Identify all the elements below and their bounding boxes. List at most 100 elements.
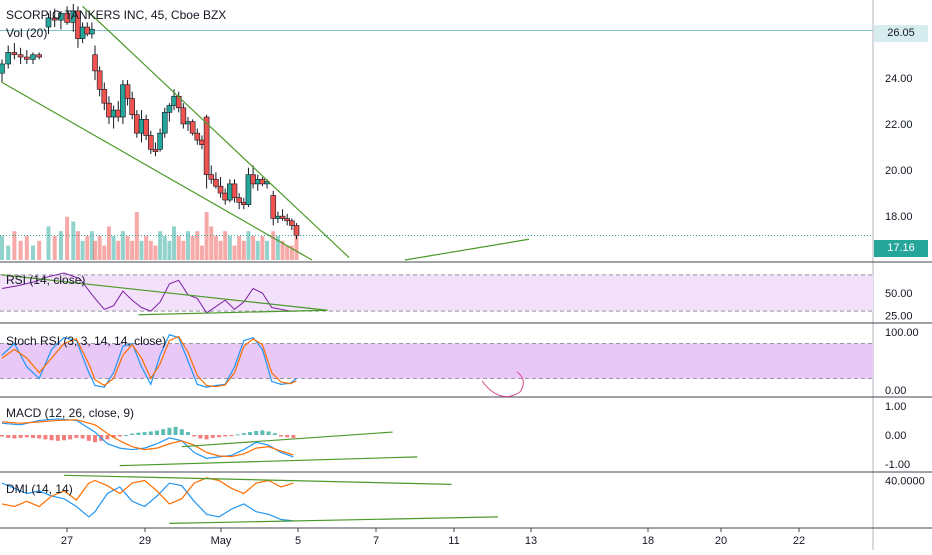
candle-body (79, 26, 86, 39)
stoch-annotation-curve (481, 371, 524, 398)
macd-axis-tick: 1.00 (885, 401, 906, 413)
volume-legend[interactable]: Vol (20) (6, 26, 48, 40)
macd-histogram-bar (192, 435, 197, 437)
candle-body (166, 105, 173, 113)
volume-bar (65, 216, 70, 260)
volume-bar (218, 240, 223, 260)
volume-bar (167, 240, 172, 260)
candle-body (194, 132, 201, 141)
volume-bar (213, 236, 218, 260)
rsi-legend[interactable]: RSI (14, close) (6, 273, 86, 287)
volume-bar (204, 212, 209, 260)
volume-bar (275, 236, 280, 260)
price-trend-line (82, 5, 350, 259)
macd-histogram-bar (37, 435, 42, 439)
macd-histogram-bar (229, 435, 234, 436)
candle-body (96, 70, 103, 90)
volume-bar (186, 231, 190, 260)
volume-bar (241, 240, 246, 260)
candle-body (106, 102, 112, 118)
macd-axis-tick: -1.00 (885, 459, 910, 471)
price-axis-tick: 22.00 (885, 119, 913, 131)
volume-bar (31, 245, 35, 260)
macd-histogram-bar (279, 435, 283, 437)
volume-bar (125, 236, 130, 260)
macd-histogram-bar (43, 435, 48, 440)
symbol-legend[interactable]: SCORPIO TANKERS INC, 45, Cboe BZX (6, 8, 227, 22)
macd-histogram-bar (117, 435, 122, 437)
volume-bar (294, 236, 299, 260)
volume-bar (58, 231, 63, 260)
macd-histogram-bar (31, 435, 35, 438)
macd-histogram-bar (93, 435, 97, 443)
time-axis-label: 7 (373, 535, 379, 547)
macd-histogram-bar (68, 435, 73, 440)
macd-histogram-bar (105, 435, 110, 440)
macd-histogram-bar (12, 435, 17, 439)
time-axis-label: 18 (642, 535, 654, 547)
macd-histogram-bar (49, 435, 54, 441)
macd-histogram-bar (74, 435, 79, 438)
candle-body (51, 17, 58, 21)
last-price-label: 17.16 (874, 240, 928, 257)
stoch-d-line (1, 335, 297, 388)
volume-bar (102, 245, 107, 260)
macd-histogram-bar (80, 435, 85, 439)
macd-signal-line (1, 419, 294, 458)
macd-histogram-bar (142, 432, 147, 435)
volume-bar (111, 236, 116, 260)
volume-bar (106, 226, 111, 260)
volume-bar (18, 240, 23, 260)
macd-histogram-bar (235, 434, 240, 436)
candle-body (0, 63, 5, 74)
candle-body (30, 54, 36, 60)
macd-histogram-bar (55, 435, 60, 441)
stoch-rsi-legend[interactable]: Stoch RSI (3, 3, 14, 14, close) (6, 334, 167, 348)
macd-histogram-bar (241, 433, 246, 435)
macd-histogram-bar (210, 435, 215, 438)
stoch-k-line (1, 334, 297, 388)
candle-body (241, 202, 247, 205)
volume-bar (148, 240, 153, 260)
volume-bar (0, 236, 4, 260)
time-axis-label: 13 (525, 535, 537, 547)
macd-histogram-bar (173, 426, 178, 435)
macd-histogram-bar (285, 435, 290, 438)
candle-body (236, 197, 242, 203)
candle-body (11, 52, 18, 56)
candle-body (171, 95, 177, 106)
volume-bar (181, 240, 186, 260)
macd-histogram-bar (130, 433, 135, 435)
macd-legend[interactable]: MACD (12, 26, close, 9) (6, 406, 135, 420)
macd-histogram-bar (24, 435, 29, 438)
macd-histogram-bar (272, 433, 277, 435)
macd-histogram-bar (266, 431, 271, 435)
volume-bar (176, 236, 181, 260)
candle-body (148, 135, 154, 150)
candle-body (199, 139, 205, 145)
volume-bar (255, 240, 260, 260)
stoch-band (0, 343, 873, 379)
macd-histogram-bar (124, 435, 128, 436)
candle-body (289, 220, 295, 226)
volume-bar (265, 240, 270, 260)
macd-histogram-bar (291, 435, 296, 438)
volume-bar (172, 226, 177, 260)
volume-bar (289, 245, 294, 260)
volume-bar (37, 240, 42, 260)
volume-bar (285, 245, 290, 260)
macd-histogram-bar (161, 429, 166, 435)
candle-body (101, 89, 108, 104)
volume-bar (139, 240, 144, 260)
time-axis-label: 22 (793, 535, 805, 547)
candle-body (231, 183, 238, 199)
dmi-axis-tick: 40.0000 (885, 476, 925, 488)
dmi-legend[interactable]: DMI (14, 14) (6, 482, 73, 496)
volume-bar (251, 236, 256, 260)
candle-body (120, 84, 126, 118)
volume-bar (232, 245, 237, 260)
candle-body (143, 119, 149, 136)
time-axis-label: 27 (61, 535, 73, 547)
